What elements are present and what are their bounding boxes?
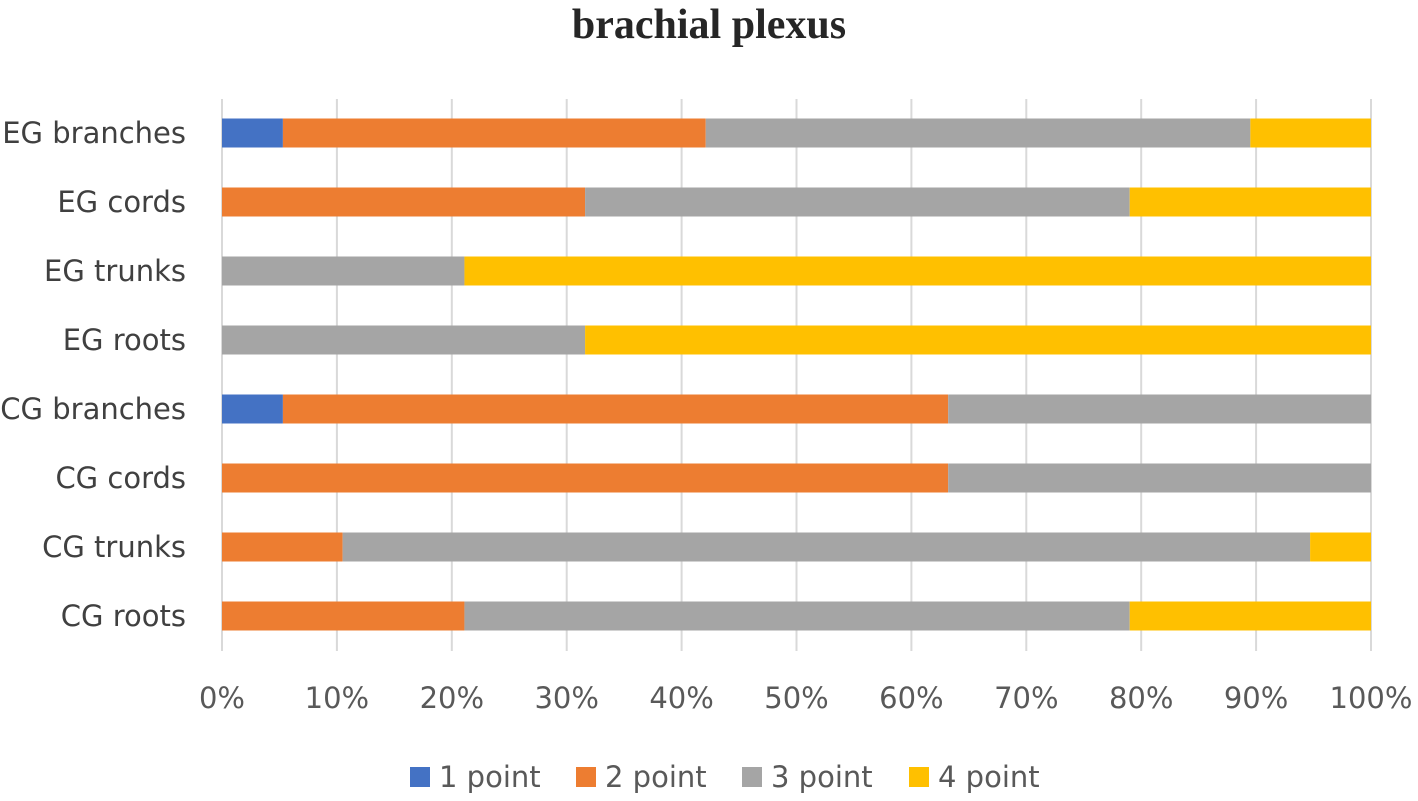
legend-label: 3 point	[771, 760, 873, 794]
bar-segment	[1129, 601, 1371, 631]
bar-segment	[342, 532, 1311, 562]
x-tick-label: 100%	[1330, 681, 1413, 715]
bar-segment	[282, 118, 706, 148]
x-tick-label: 10%	[305, 681, 369, 715]
legend-swatch	[909, 767, 929, 787]
bar-segment	[222, 601, 465, 631]
chart-title: brachial plexus	[571, 2, 847, 48]
x-tick-label: 60%	[879, 681, 943, 715]
bar-segment	[1129, 187, 1371, 217]
y-tick-label: CG branches	[0, 392, 186, 426]
x-tick-label: 50%	[764, 681, 828, 715]
y-tick-label: EG roots	[63, 323, 186, 357]
bar-segment	[464, 256, 1372, 286]
bar-segment	[705, 118, 1251, 148]
bar-segment	[1250, 118, 1371, 148]
x-tick-label: 40%	[649, 681, 713, 715]
bar-segment	[948, 463, 1371, 493]
bar-segment	[222, 463, 949, 493]
bar-segment	[222, 118, 283, 148]
y-tick-label: CG cords	[55, 461, 186, 495]
bar-segment	[222, 394, 283, 424]
legend-swatch	[410, 767, 430, 787]
y-tick-label: EG trunks	[44, 254, 186, 288]
legend-swatch	[576, 767, 596, 787]
bar-segment	[585, 187, 1130, 217]
bar-segment	[585, 325, 1371, 355]
x-tick-label: 90%	[1224, 681, 1288, 715]
bar-segment	[1310, 532, 1371, 562]
legend-label: 2 point	[605, 760, 707, 794]
legend-swatch	[742, 767, 762, 787]
bar-segment	[282, 394, 949, 424]
bar-segment	[222, 325, 586, 355]
bar-segment	[222, 256, 465, 286]
y-tick-label: CG trunks	[42, 530, 186, 564]
y-tick-label: EG cords	[57, 185, 186, 219]
x-tick-label: 0%	[199, 681, 245, 715]
legend-label: 4 point	[938, 760, 1040, 794]
bar-segment	[464, 601, 1130, 631]
x-tick-label: 20%	[420, 681, 484, 715]
y-tick-label: CG roots	[61, 599, 186, 633]
bar-segment	[222, 532, 343, 562]
x-tick-label: 80%	[1109, 681, 1173, 715]
x-tick-label: 70%	[994, 681, 1058, 715]
x-tick-label: 30%	[534, 681, 598, 715]
bar-segment	[948, 394, 1371, 424]
legend-label: 1 point	[439, 760, 541, 794]
y-tick-label: EG branches	[2, 116, 186, 150]
bar-segment	[222, 187, 586, 217]
